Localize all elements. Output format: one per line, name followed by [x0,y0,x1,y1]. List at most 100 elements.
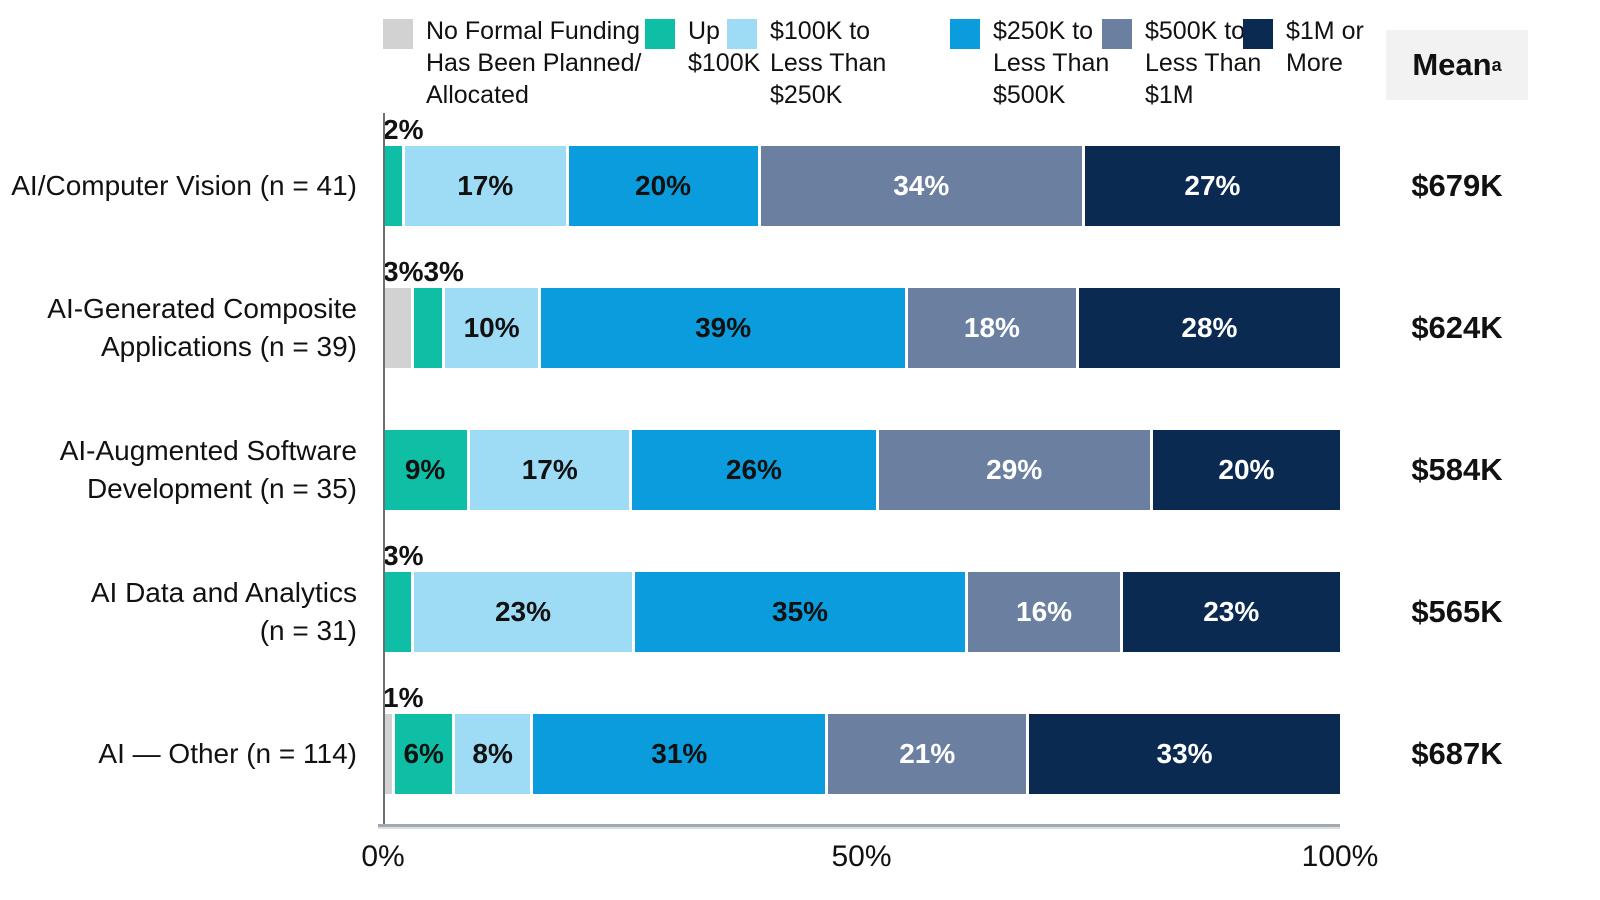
legend-swatch-icon [1102,19,1132,49]
bar-segment: 31% [533,714,826,794]
legend-label: $1M or More [1286,17,1364,77]
segment-value-label: 16% [1016,596,1073,627]
bar-segment: 29% [878,430,1150,510]
chart-row: AI-Generated Composite Applications (n =… [0,255,1600,399]
bar-segment [383,572,412,652]
legend-item-no-formal-funding: No Formal Funding Has Been Planned/ Allo… [383,15,641,111]
category-label-text: AI-Augmented Software Development (n = 3… [59,435,357,504]
category-label-text: AI/Computer Vision (n = 41) [11,170,357,202]
bar-segment: 23% [1122,572,1340,652]
outside-value-labels: 3% [383,539,1340,572]
bar-segment: 8% [454,714,531,794]
bar-segment: 18% [907,288,1076,368]
segment-value-label: 10% [463,312,520,343]
stacked-bar: 23% 35% 16% 23% [383,572,1340,652]
mean-header-label: Mean [1412,47,1492,82]
segment-value-label: 34% [893,170,950,201]
legend-swatch-icon [727,19,757,49]
x-axis-ticks: 0% 50% 100% [361,840,1378,885]
chart-rows: AI/Computer Vision (n = 41) 2% 17% 20% 34% 27… [0,113,1600,825]
legend-item-1m-or-more: $1M or More [1243,15,1364,79]
segment-value-label: 6% [403,738,444,769]
bar-segment [383,146,402,226]
segment-value-label: 20% [635,170,692,201]
segment-value-label: 21% [899,738,956,769]
segment-value-label: 28% [1181,312,1238,343]
category-label-text: AI Data and Analytics (n = 31) [90,577,357,646]
bar-segment: 26% [632,430,876,510]
legend-label: $250K to Less Than $500K [993,17,1110,109]
segment-value-label-outside: 3% [383,256,424,287]
segment-value-label-outside: 3% [383,540,424,571]
segment-value-label-outside: 3% [423,256,464,287]
legend-swatch-icon [645,19,675,49]
legend-item-500k-to-1m: $500K to Less Than $1M [1102,15,1261,111]
category-label: AI-Augmented Software Development (n = 3… [0,399,363,541]
stacked-bar: 6% 8% 31% 21% 33% [383,714,1340,794]
segment-value-label: 31% [651,738,708,769]
outside-value-labels: 2% [383,113,1340,146]
stacked-bar: 17% 20% 34% 27% [383,146,1341,226]
x-axis-tick: 0% [361,840,405,873]
outside-value-labels: 3% 3% [383,255,1340,288]
bar-segment [383,714,393,794]
legend-swatch-icon [1243,19,1273,49]
outside-value-labels [383,397,1340,430]
segment-value-label: 23% [1203,596,1260,627]
bar-segment: 23% [414,572,632,652]
category-label: AI — Other (n = 114) [0,683,363,825]
mean-value: $584K [1411,452,1503,487]
bar-segment: 17% [470,430,630,510]
bar-segment [383,288,411,368]
bar-segment: 21% [828,714,1027,794]
chart-row: AI — Other (n = 114) 1% 6% 8% 31% 21% 33% $687K [0,681,1600,825]
segment-value-label: 33% [1156,738,1213,769]
legend-item-250k-to-500k: $250K to Less Than $500K [950,15,1109,111]
segment-value-label: 29% [986,454,1043,485]
x-axis-tick: 50% [831,840,892,873]
segment-value-label-outside: 2% [383,114,424,145]
bar-segment: 6% [395,714,452,794]
legend-label: $500K to Less Than $1M [1145,17,1262,109]
segment-value-label: 18% [963,312,1020,343]
bar-segment: 20% [568,146,758,226]
x-axis-tick: 100% [1301,840,1379,873]
mean-value: $565K [1411,594,1503,629]
x-axis [378,824,1340,827]
segment-value-label: 27% [1184,170,1241,201]
segment-value-label: 8% [472,738,513,769]
bar-segment: 33% [1029,714,1340,794]
legend-label: $100K to Less Than $250K [770,17,887,109]
segment-value-label: 39% [695,312,752,343]
mean-value: $679K [1411,168,1503,203]
segment-value-label: 9% [404,454,446,485]
category-label: AI/Computer Vision (n = 41) [0,115,363,257]
mean-value: $624K [1411,310,1503,345]
legend-item-100k-to-250k: $100K to Less Than $250K [727,15,886,111]
bar-segment: 9% [383,430,468,510]
legend-swatch-icon [383,19,413,49]
segment-value-label: 26% [725,454,782,485]
bar-segment: 20% [1152,430,1340,510]
category-label-text: AI-Generated Composite Applications (n =… [47,293,357,362]
bar-segment: 17% [404,146,566,226]
bar-segment: 39% [541,288,905,368]
category-label-text: AI — Other (n = 114) [98,738,357,770]
segment-value-label-outside: 1% [383,682,424,713]
bar-segment: 35% [634,572,966,652]
mean-header: Mean a [1386,30,1528,100]
bar-segment [413,288,442,368]
bar-segment: 27% [1084,146,1341,226]
chart-row: AI-Augmented Software Development (n = 3… [0,399,1600,541]
legend: No Formal Funding Has Been Planned/ Allo… [0,15,1600,115]
segment-value-label: 17% [457,170,514,201]
category-label: AI Data and Analytics (n = 31) [0,541,363,683]
chart-row: AI Data and Analytics (n = 31) 3% 23% 35% 16… [0,539,1600,683]
segment-value-label: 35% [772,596,829,627]
legend-swatch-icon [950,19,980,49]
stacked-bar: 9% 17% 26% 29% 20% [383,430,1340,510]
outside-value-labels: 1% [383,681,1340,714]
bar-segment: 16% [968,572,1120,652]
bar-segment: 10% [444,288,539,368]
